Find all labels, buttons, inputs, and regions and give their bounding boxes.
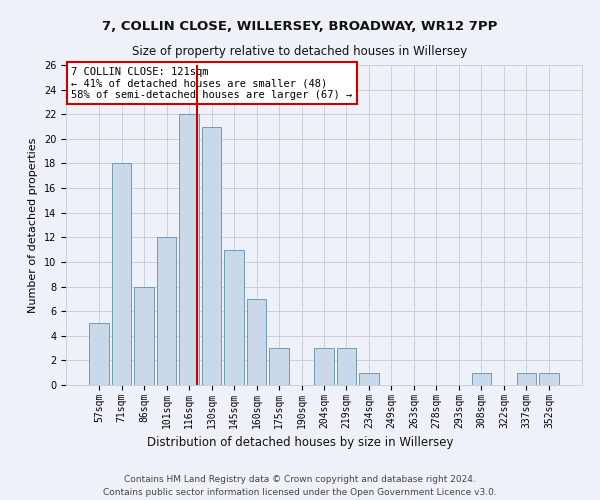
Bar: [134, 286, 154, 385]
Bar: [224, 250, 244, 385]
Bar: [112, 164, 131, 385]
Bar: [539, 372, 559, 385]
Y-axis label: Number of detached properties: Number of detached properties: [28, 138, 38, 312]
Bar: [179, 114, 199, 385]
Bar: [314, 348, 334, 385]
Text: Size of property relative to detached houses in Willersey: Size of property relative to detached ho…: [133, 45, 467, 58]
Bar: [517, 372, 536, 385]
Bar: [247, 299, 266, 385]
Text: Contains public sector information licensed under the Open Government Licence v3: Contains public sector information licen…: [103, 488, 497, 497]
Bar: [359, 372, 379, 385]
Text: Distribution of detached houses by size in Willersey: Distribution of detached houses by size …: [147, 436, 453, 449]
Text: Contains HM Land Registry data © Crown copyright and database right 2024.: Contains HM Land Registry data © Crown c…: [124, 476, 476, 484]
Bar: [472, 372, 491, 385]
Text: 7, COLLIN CLOSE, WILLERSEY, BROADWAY, WR12 7PP: 7, COLLIN CLOSE, WILLERSEY, BROADWAY, WR…: [103, 20, 497, 33]
Text: 7 COLLIN CLOSE: 121sqm
← 41% of detached houses are smaller (48)
58% of semi-det: 7 COLLIN CLOSE: 121sqm ← 41% of detached…: [71, 66, 352, 100]
Bar: [157, 238, 176, 385]
Bar: [89, 324, 109, 385]
Bar: [202, 126, 221, 385]
Bar: [337, 348, 356, 385]
Bar: [269, 348, 289, 385]
